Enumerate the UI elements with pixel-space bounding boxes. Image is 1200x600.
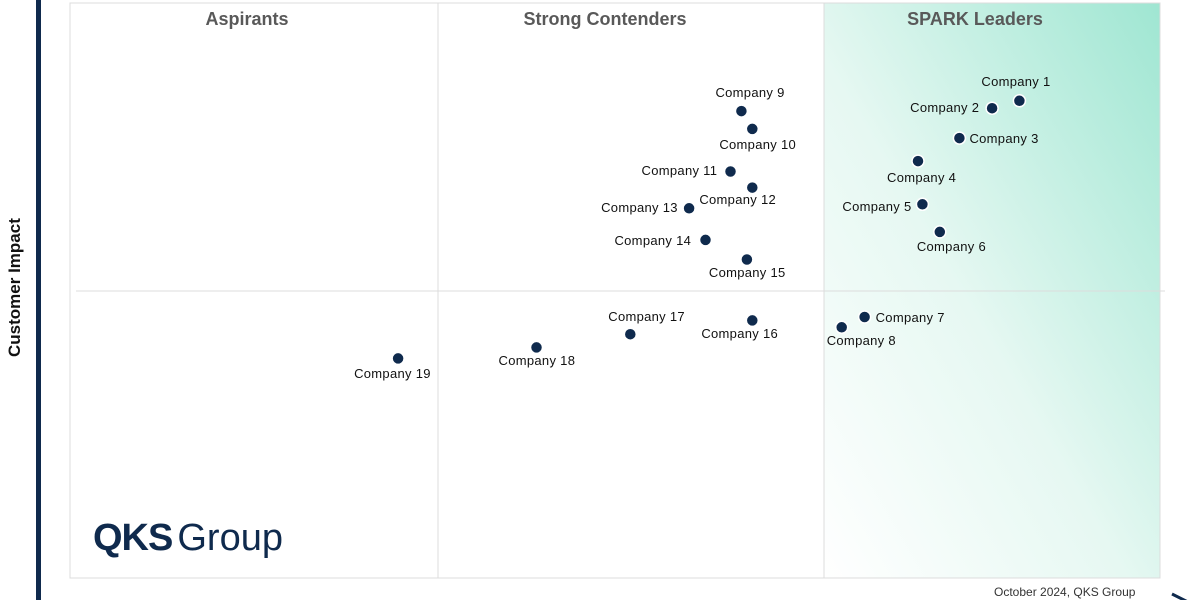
data-point-4[interactable] [911, 154, 925, 168]
data-label-4: Company 4 [887, 170, 957, 186]
data-point-10[interactable] [745, 122, 760, 136]
data-point-5[interactable] [915, 197, 930, 212]
footer-note: October 2024, QKS Group [994, 585, 1136, 599]
data-point-16[interactable] [745, 313, 760, 328]
data-label-14: Company 14 [614, 232, 692, 248]
data-point-9[interactable] [734, 104, 749, 118]
data-label-1: Company 1 [981, 73, 1051, 89]
data-label-12: Company 12 [699, 191, 777, 207]
data-label-6: Company 6 [916, 238, 986, 254]
data-point-11[interactable] [723, 164, 738, 179]
data-point-7[interactable] [857, 310, 872, 324]
data-label-15: Company 15 [708, 265, 786, 281]
data-label-2: Company 2 [910, 100, 980, 116]
data-label-19: Company 19 [354, 366, 431, 382]
data-label-3: Company 3 [969, 131, 1039, 147]
y-axis-title: Customer Impact [5, 218, 24, 357]
data-point-15[interactable] [740, 252, 754, 267]
data-point-2[interactable] [985, 101, 999, 115]
data-point-13[interactable] [682, 201, 696, 216]
data-point-1[interactable] [1012, 94, 1027, 108]
qks-group-logo: QKS Group [93, 519, 283, 557]
data-label-16: Company 16 [701, 326, 779, 342]
logo-text-bold: QKS [93, 517, 173, 559]
data-point-3[interactable] [952, 131, 967, 145]
quadrant-title-spark-leaders: SPARK Leaders [907, 9, 1043, 29]
data-label-18: Company 18 [498, 353, 576, 369]
quadrant-title-aspirants: Aspirants [205, 9, 289, 29]
data-point-14[interactable] [698, 233, 713, 247]
data-label-5: Company 5 [842, 199, 912, 215]
data-point-17[interactable] [623, 327, 638, 341]
data-point-12[interactable] [745, 180, 760, 195]
quadrant-title-strong-contenders: Strong Contenders [523, 9, 687, 29]
data-point-18[interactable] [529, 340, 544, 355]
data-label-10: Company 10 [719, 136, 797, 152]
data-point-19[interactable] [391, 351, 405, 366]
data-label-13: Company 13 [601, 200, 678, 216]
data-label-11: Company 11 [641, 163, 718, 179]
data-point-8[interactable] [834, 320, 849, 335]
y-axis-line [36, 0, 41, 600]
data-label-9: Company 9 [715, 85, 785, 101]
data-point-6[interactable] [933, 225, 947, 239]
data-label-7: Company 7 [875, 309, 945, 325]
data-label-8: Company 8 [826, 333, 896, 349]
logo-text-light: Group [177, 517, 283, 559]
x-axis-arrow-icon [1171, 592, 1188, 600]
data-label-17: Company 17 [608, 309, 685, 325]
